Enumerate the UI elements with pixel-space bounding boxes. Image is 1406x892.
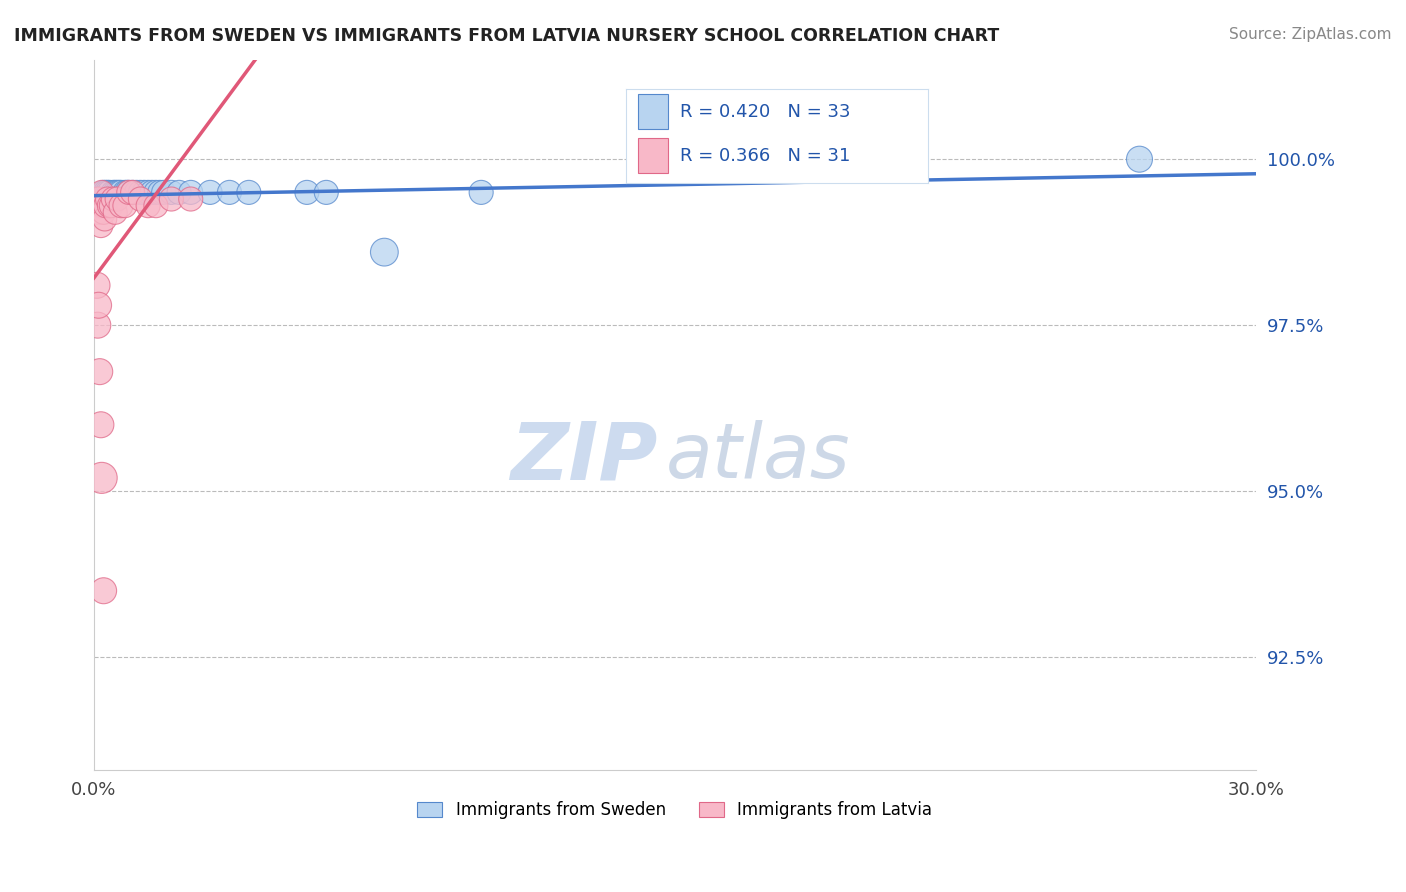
Point bbox=[110, 199, 132, 213]
Point bbox=[87, 318, 110, 333]
Point bbox=[315, 186, 337, 200]
Point bbox=[160, 186, 183, 200]
Point bbox=[125, 186, 148, 200]
Point bbox=[94, 211, 117, 226]
Point bbox=[160, 192, 183, 206]
Point bbox=[136, 199, 159, 213]
Point bbox=[1128, 152, 1150, 166]
Point bbox=[91, 199, 114, 213]
Text: ZIP: ZIP bbox=[510, 418, 658, 497]
Legend: Immigrants from Sweden, Immigrants from Latvia: Immigrants from Sweden, Immigrants from … bbox=[411, 794, 939, 826]
Text: R = 0.420   N = 33: R = 0.420 N = 33 bbox=[681, 103, 851, 120]
Bar bbox=[638, 138, 668, 173]
Point bbox=[129, 186, 152, 200]
Point bbox=[98, 186, 121, 200]
Point bbox=[90, 417, 112, 432]
Point bbox=[114, 186, 136, 200]
Point bbox=[129, 192, 152, 206]
Point bbox=[89, 199, 111, 213]
Point bbox=[104, 186, 127, 200]
Point bbox=[115, 186, 138, 200]
Text: R = 0.366   N = 31: R = 0.366 N = 31 bbox=[681, 146, 851, 165]
Point bbox=[110, 186, 132, 200]
Point bbox=[167, 186, 190, 200]
Point bbox=[180, 192, 202, 206]
Point bbox=[136, 186, 159, 200]
Point bbox=[103, 192, 125, 206]
Point bbox=[93, 186, 115, 200]
Point bbox=[90, 471, 112, 485]
Point bbox=[104, 205, 127, 219]
Point bbox=[141, 186, 163, 200]
Point bbox=[105, 192, 128, 206]
Text: atlas: atlas bbox=[665, 420, 851, 494]
Point bbox=[152, 186, 174, 200]
Point bbox=[145, 186, 167, 200]
Text: Source: ZipAtlas.com: Source: ZipAtlas.com bbox=[1229, 27, 1392, 42]
Point bbox=[373, 245, 395, 260]
Point bbox=[118, 186, 141, 200]
Point bbox=[94, 186, 117, 200]
Point bbox=[198, 186, 221, 200]
Point bbox=[121, 186, 143, 200]
Point bbox=[295, 186, 318, 200]
Point bbox=[89, 199, 111, 213]
Point bbox=[108, 186, 131, 200]
Point bbox=[470, 186, 492, 200]
Point bbox=[93, 583, 115, 598]
Point bbox=[134, 186, 156, 200]
Point bbox=[103, 186, 125, 200]
Point bbox=[87, 205, 110, 219]
Point bbox=[93, 205, 115, 219]
Point bbox=[94, 199, 117, 213]
Point bbox=[118, 186, 141, 200]
Point bbox=[98, 199, 121, 213]
Point bbox=[96, 186, 118, 200]
Point bbox=[218, 186, 240, 200]
Point bbox=[90, 219, 112, 233]
Point bbox=[145, 199, 167, 213]
Point bbox=[86, 278, 108, 293]
Point bbox=[105, 186, 128, 200]
Point bbox=[238, 186, 260, 200]
Point bbox=[96, 192, 118, 206]
Point bbox=[180, 186, 202, 200]
Point bbox=[114, 199, 136, 213]
Text: IMMIGRANTS FROM SWEDEN VS IMMIGRANTS FROM LATVIA NURSERY SCHOOL CORRELATION CHAR: IMMIGRANTS FROM SWEDEN VS IMMIGRANTS FRO… bbox=[14, 27, 1000, 45]
Point bbox=[87, 192, 110, 206]
Point bbox=[90, 186, 112, 200]
Point bbox=[89, 365, 111, 379]
Point bbox=[100, 199, 122, 213]
Bar bbox=[638, 94, 668, 129]
Point bbox=[87, 298, 110, 312]
Point bbox=[121, 186, 143, 200]
Point bbox=[149, 186, 172, 200]
